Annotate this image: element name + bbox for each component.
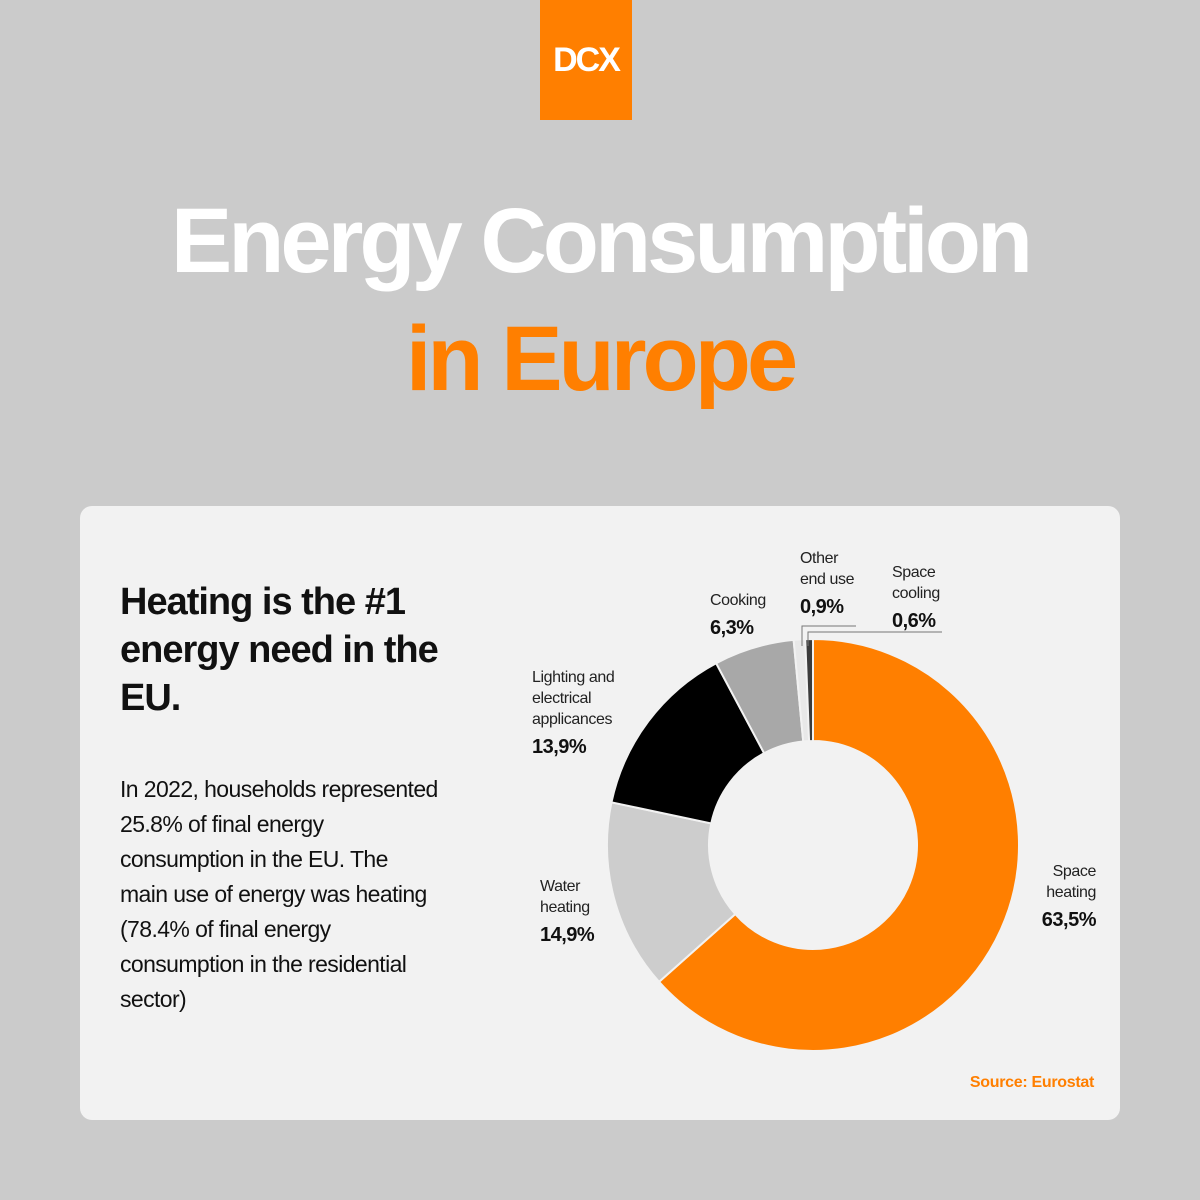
label-name-other-end-use: Other end use [800,550,855,588]
label-value-water-heating: 14,9% [540,924,595,946]
logo-text: DCX [553,40,621,79]
logo: DCX [540,0,632,120]
card-headline: Heating is the #1 energy need in the EU. [120,581,439,719]
label-name-cooking: Cooking [710,592,766,609]
label-water-heating: Water heating 14,9% [540,878,595,946]
label-space-cooling: Space cooling 0,6% [892,564,940,632]
label-value-space-cooling: 0,6% [892,610,936,632]
label-value-space-heating: 63,5% [1042,909,1097,931]
page-title: Energy Consumption [170,190,1033,292]
leader-line-other-end-use [801,625,856,646]
label-other-end-use: Other end use 0,9% [800,550,855,618]
source-credit: Source: Eurostat [969,1074,1094,1091]
donut-chart: Space heating 63,5% Water heating 14,9% Lighti… [532,550,1097,1052]
label-space-heating: Space heating 63,5% [1042,863,1097,931]
label-value-lighting-and-electrical-applicances: 13,9% [532,736,587,758]
label-name-water-heating: Water heating [540,878,590,916]
card-body: In 2022, households represented 25.8% of… [120,776,438,1012]
slice-water-heating [606,801,737,984]
label-name-space-heating: Space heating [1046,863,1096,901]
label-lighting-and-electrical-applicances: Lighting and electrical applicances 13,9% [532,669,615,758]
label-value-other-end-use: 0,9% [800,596,844,618]
slice-lighting-and-electrical-applicances [610,661,766,825]
label-value-cooking: 6,3% [710,617,754,639]
leader-line-space-cooling [807,631,942,646]
info-card: Heating is the #1 energy need in the EU.… [80,506,1120,1120]
label-cooking: Cooking 6,3% [710,592,766,639]
page-subtitle: in Europe [405,308,798,410]
slice-space-heating [657,637,1020,1052]
label-name-space-cooling: Space cooling [892,564,940,602]
label-name-lighting-and-electrical-applicances: Lighting and electrical applicances [532,669,614,728]
